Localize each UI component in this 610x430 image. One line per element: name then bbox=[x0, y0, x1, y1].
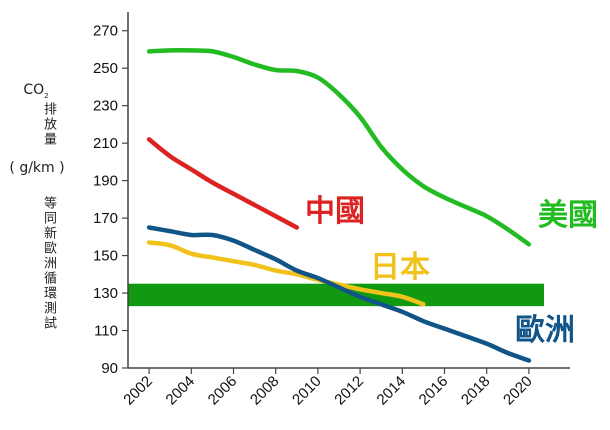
y-axis-label-emission: 排放量 bbox=[41, 102, 56, 147]
y-tick-label: 190 bbox=[93, 173, 118, 190]
y-axis-label-unit: ( g/km ) bbox=[9, 160, 65, 176]
series-line-japan bbox=[146, 240, 426, 307]
target-band bbox=[128, 283, 544, 307]
y-axis-label-note: 等同新歐洲循環測試 bbox=[41, 196, 56, 331]
x-tick-label: 2020 bbox=[500, 373, 536, 409]
y-tick-label: 210 bbox=[93, 135, 118, 152]
x-ticks: 2002 2004 2006 2008 2010 2012 2014 2016 2018 2020 bbox=[120, 368, 536, 409]
y-ticks: 90 110 130 150 170 190 210 230 250 270 bbox=[93, 23, 128, 377]
series-label-usa: 美國 bbox=[538, 198, 598, 233]
y-tick-label: 270 bbox=[93, 23, 118, 40]
series-label-europe: 歐洲 bbox=[515, 313, 575, 348]
x-tick-label: 2008 bbox=[247, 373, 283, 409]
y-tick-label: 230 bbox=[93, 98, 118, 115]
x-tick-label: 2018 bbox=[458, 373, 494, 409]
x-tick-label: 2016 bbox=[416, 373, 452, 409]
x-tick-label: 2006 bbox=[205, 373, 241, 409]
y-tick-label: 250 bbox=[93, 60, 118, 77]
x-tick-label: 2010 bbox=[289, 373, 325, 409]
y-axis-label-co2: CO2 bbox=[23, 82, 49, 100]
x-tick-label: 2004 bbox=[163, 373, 199, 409]
series-line-usa bbox=[146, 48, 532, 247]
x-tick-label: 2002 bbox=[120, 373, 156, 409]
series-label-china: 中國 bbox=[305, 194, 365, 229]
y-tick-label: 130 bbox=[93, 285, 118, 302]
x-tick-label: 2014 bbox=[374, 373, 410, 409]
y-tick-label: 150 bbox=[93, 248, 118, 265]
y-tick-label: 110 bbox=[94, 323, 118, 340]
series-line-china bbox=[146, 137, 300, 230]
y-tick-label: 90 bbox=[101, 360, 118, 377]
x-tick-label: 2012 bbox=[331, 373, 367, 409]
series-label-japan: 日本 bbox=[370, 250, 430, 285]
y-tick-label: 170 bbox=[93, 210, 118, 227]
series-lines bbox=[146, 48, 532, 363]
series-line-europe bbox=[146, 225, 532, 363]
